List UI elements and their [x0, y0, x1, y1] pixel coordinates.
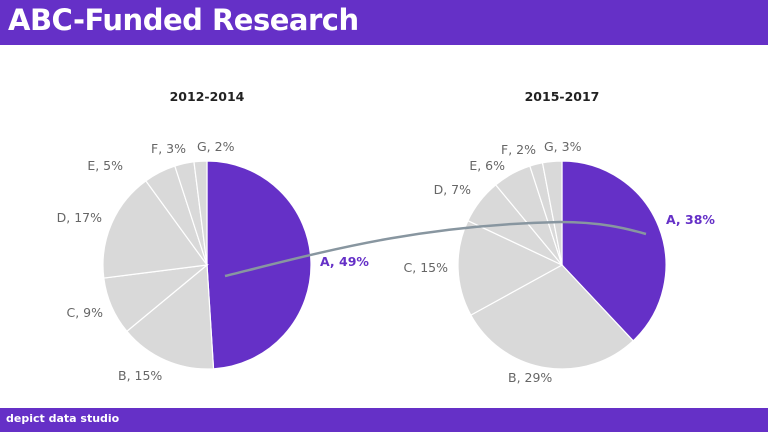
- pie-2-slice-G: [541, 160, 563, 266]
- footer-bar: depict data studio: [0, 408, 768, 432]
- pie-2-label-B: B, 29%: [508, 370, 552, 385]
- pie-1-label-E: E, 5%: [87, 158, 123, 173]
- header-bar: ABC-Funded Research: [0, 0, 768, 45]
- pie-2-label-D: D, 7%: [434, 182, 472, 197]
- pie-1-label-G: G, 2%: [197, 139, 235, 154]
- pie-1-slice-G: [193, 160, 208, 266]
- pie-2-label-A: A, 38%: [666, 212, 715, 227]
- chart-1-title: 2012-2014: [170, 89, 245, 104]
- page-title: ABC-Funded Research: [8, 3, 359, 37]
- pie-1-slice-D: [102, 180, 209, 279]
- brand-logo: depict data studio: [6, 412, 120, 425]
- connector-line: [224, 220, 647, 278]
- pie-2-label-G: G, 3%: [544, 139, 582, 154]
- pie-2-slice-B: [470, 264, 635, 370]
- pie-1-slice-A: [206, 160, 312, 370]
- pie-2-slice-C: [457, 219, 564, 316]
- chart-2-title: 2015-2017: [525, 89, 600, 104]
- pie-2-label-E: E, 6%: [469, 158, 505, 173]
- pie-1-label-F: F, 3%: [151, 141, 186, 156]
- pie-1-label-A: A, 49%: [320, 254, 369, 269]
- pie-2-slice-A: [561, 160, 667, 342]
- pie-1-label-D: D, 17%: [57, 210, 102, 225]
- pie-1-slice-B: [126, 263, 215, 370]
- pie-2-label-F: F, 2%: [501, 142, 536, 157]
- pie-1-label-C: C, 9%: [66, 305, 103, 320]
- pie-2-label-C: C, 15%: [404, 260, 449, 275]
- pie-1-label-B: B, 15%: [118, 368, 162, 383]
